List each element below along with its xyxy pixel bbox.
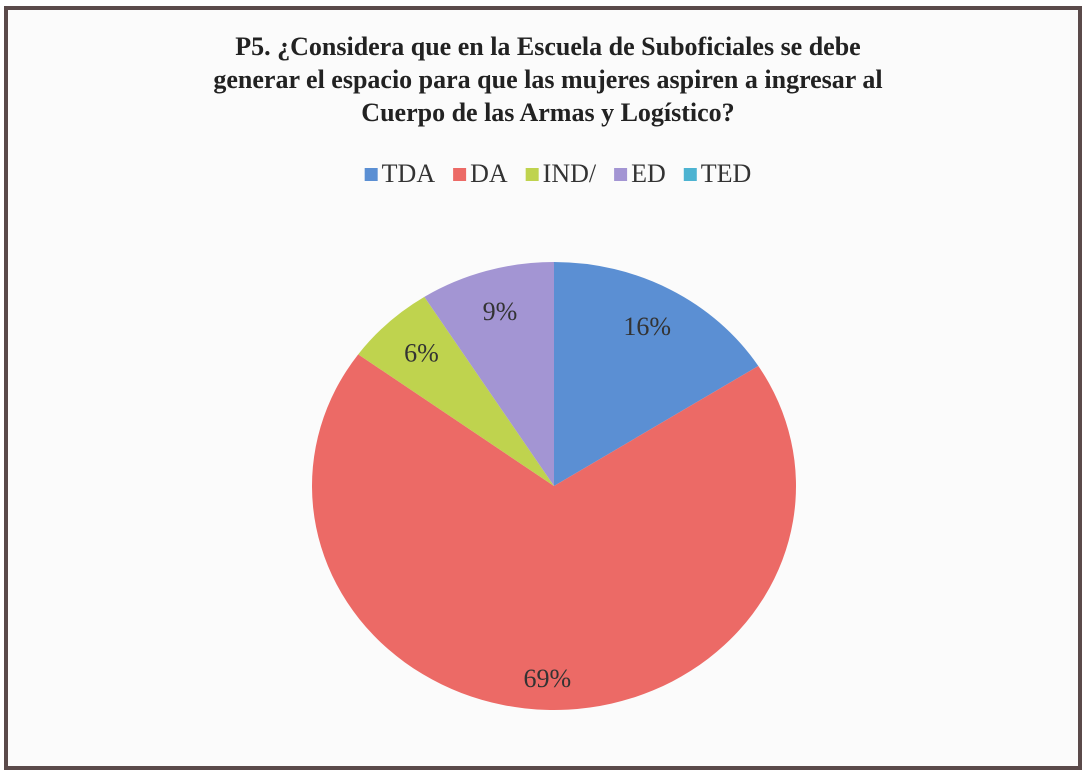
legend-label: DA <box>470 159 508 188</box>
legend-swatch <box>525 168 539 181</box>
data-label: 9% <box>483 297 518 326</box>
legend-swatch <box>683 168 697 181</box>
legend-label: TDA <box>382 159 436 188</box>
legend-label: IND/ <box>543 159 597 188</box>
chart-title: generar el espacio para que las mujeres … <box>213 65 882 94</box>
legend-swatch <box>364 168 378 181</box>
data-label: 16% <box>623 312 671 341</box>
legend: TDA DA IND/ED TED <box>364 159 752 188</box>
pie-slice <box>311 354 796 711</box>
legend-swatch <box>453 168 467 181</box>
legend-label: ED <box>631 159 666 188</box>
legend-swatch <box>614 168 628 181</box>
pie: 16% 69% 6% 9% <box>311 262 796 711</box>
pie-slice <box>424 262 554 486</box>
data-label: 6% <box>404 338 439 367</box>
chart-title: P5. ¿Considera que en la Escuela de Subo… <box>235 32 860 61</box>
title: P5. ¿Considera que en la Escuela de Subo… <box>213 32 882 127</box>
legend-label: TED <box>701 159 752 188</box>
data-label: 69% <box>524 664 572 693</box>
chart-title: Cuerpo de las Armas y Logístico? <box>361 98 734 127</box>
pie-slice <box>554 262 759 486</box>
pie-slice <box>358 296 554 486</box>
